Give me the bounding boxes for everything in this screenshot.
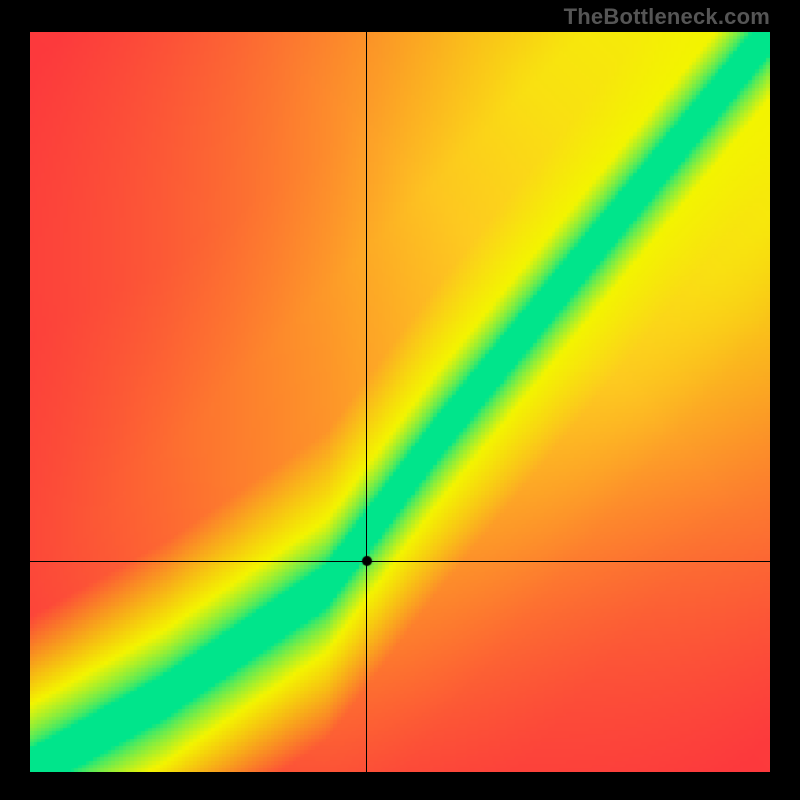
watermark-text: TheBottleneck.com [564,4,770,30]
crosshair-marker [361,555,373,567]
heatmap-plot [30,32,770,772]
crosshair-horizontal [30,561,770,562]
heatmap-canvas [30,32,770,772]
crosshair-vertical [366,32,367,772]
chart-frame: TheBottleneck.com [0,0,800,800]
